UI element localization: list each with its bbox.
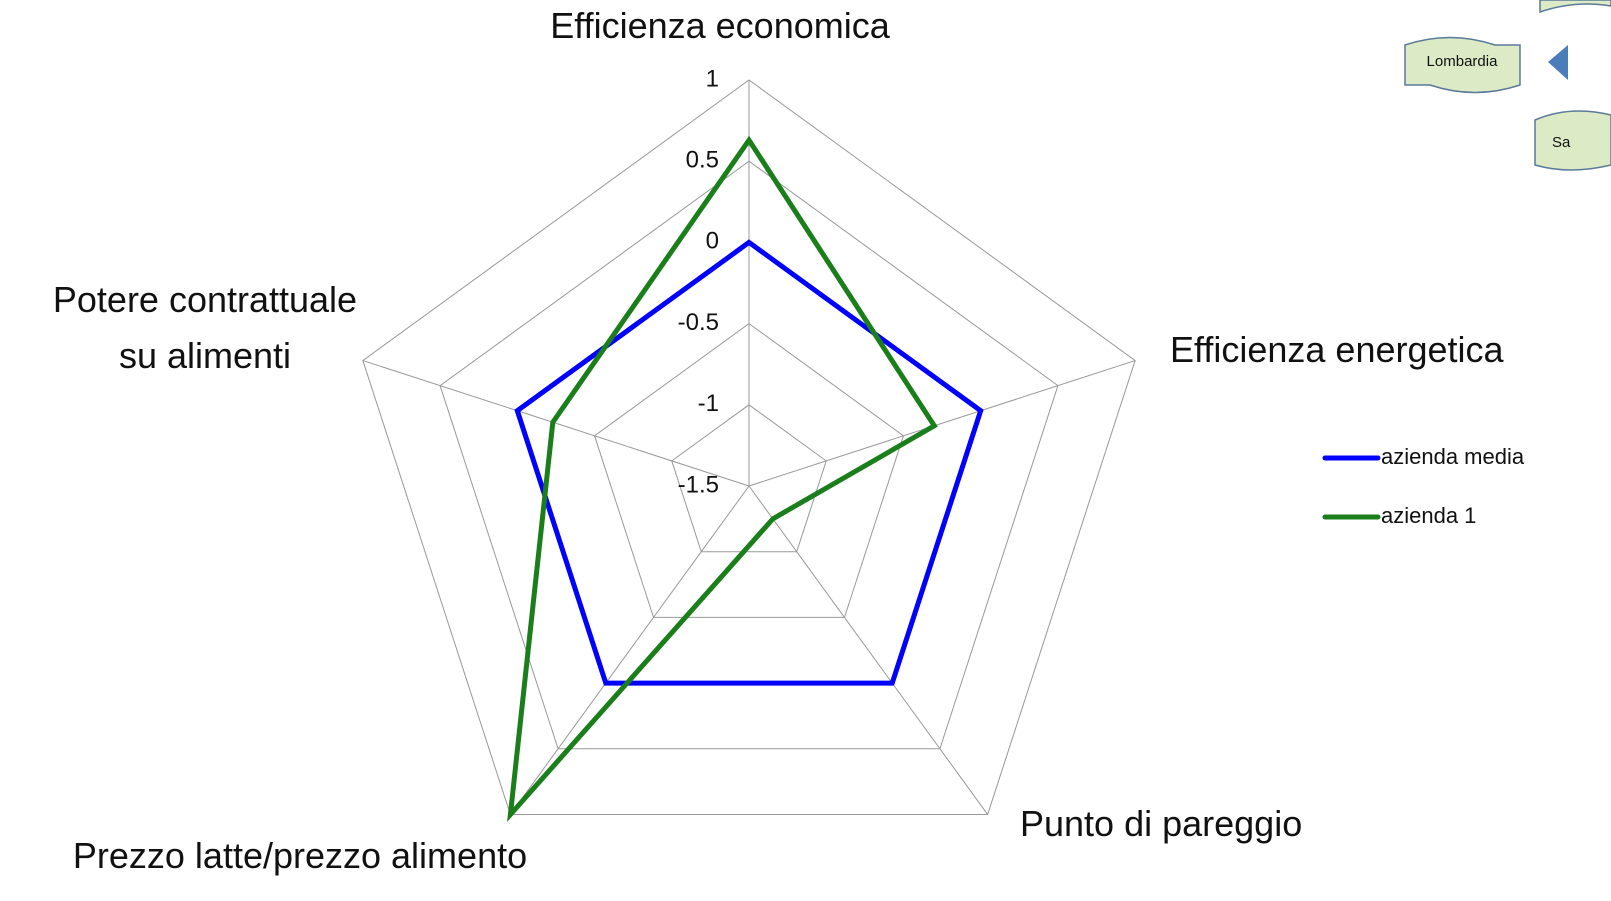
legend-label: azienda media xyxy=(1381,444,1525,469)
spoke xyxy=(509,485,750,815)
tick-label: 0 xyxy=(706,228,719,255)
spoke xyxy=(748,360,1136,487)
axis-label-line: su alimenti xyxy=(119,335,291,376)
axis-label: Efficienza economica xyxy=(550,5,891,46)
axis-label: Punto di pareggio xyxy=(1020,803,1302,844)
axis-label: Potere contrattuale su alimenti xyxy=(53,279,357,376)
tick-label: 1 xyxy=(706,65,719,92)
spoke xyxy=(362,360,750,487)
grid-ring xyxy=(593,322,905,618)
nav-shapes: Lombardia Sa xyxy=(1404,0,1611,171)
series-line xyxy=(514,239,984,686)
nav-button[interactable] xyxy=(1404,36,1521,94)
axis-label: Prezzo latte/prezzo alimento xyxy=(73,835,527,876)
axis-label-line: Punto di pareggio xyxy=(1020,803,1302,844)
axis-label-line: Efficienza economica xyxy=(550,5,891,46)
nav-button[interactable] xyxy=(1534,110,1611,171)
nav-arrow[interactable] xyxy=(1548,45,1568,80)
legend-label: azienda 1 xyxy=(1381,503,1476,528)
axis-label: Efficienza energetica xyxy=(1170,329,1505,370)
tick-label: -0.5 xyxy=(678,309,719,336)
tick-label: -1 xyxy=(698,390,719,417)
grid-ring xyxy=(439,160,1059,750)
grid-ring xyxy=(362,79,1136,815)
axis-label-line: Prezzo latte/prezzo alimento xyxy=(73,835,527,876)
tick-label: 0.5 xyxy=(686,147,719,174)
spoke xyxy=(748,485,989,815)
series-line xyxy=(507,135,938,823)
nav-button[interactable] xyxy=(1539,0,1611,14)
nav-label: Lombardia xyxy=(1427,53,1499,70)
axis-label-line: Potere contrattuale xyxy=(53,279,357,320)
axis-label-line: Efficienza energetica xyxy=(1170,329,1505,370)
grid-ring xyxy=(671,404,827,553)
tick-label: -1.5 xyxy=(678,471,719,498)
nav-label: Sa xyxy=(1552,134,1571,151)
